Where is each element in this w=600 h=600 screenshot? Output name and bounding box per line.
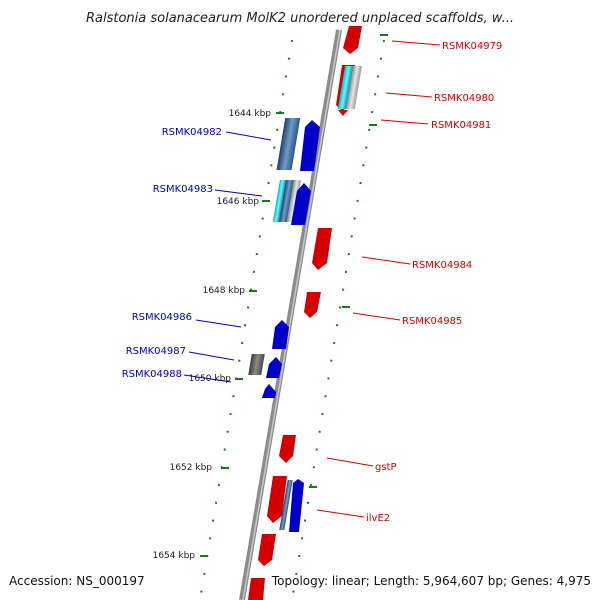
gene-label-RSMK04984[interactable]: RSMK04984 xyxy=(412,260,472,271)
gene-arrow-RSMK04985[interactable] xyxy=(304,292,321,318)
gene-label-ilvE2[interactable]: ilvE2 xyxy=(366,513,390,524)
gene-arrow-RSMK04987[interactable] xyxy=(266,357,282,378)
gene-label-RSMK04988[interactable]: RSMK04988 xyxy=(122,369,182,380)
feature-block-grey xyxy=(345,66,362,109)
feature-block-grey-2 xyxy=(286,180,301,222)
reverse-strand-genes xyxy=(248,26,362,600)
chromosome-axis xyxy=(239,29,342,600)
gene-label-RSMK04983[interactable]: RSMK04983 xyxy=(153,184,213,195)
gene-label-gstP[interactable]: gstP xyxy=(375,462,397,473)
gene-label-RSMK04986[interactable]: RSMK04986 xyxy=(132,312,192,323)
gene-arrow-RSMK04983[interactable] xyxy=(291,183,311,225)
map-title: Ralstonia solanacearum MolK2 unordered u… xyxy=(86,11,514,26)
gene-arrow-gstP[interactable] xyxy=(279,435,296,463)
kbp-label-1644: 1644 kbp xyxy=(229,109,272,119)
gene-arrow-RSMK04982[interactable] xyxy=(300,120,320,171)
gene-arrow-RSMK04979[interactable] xyxy=(343,26,362,54)
gene-arrow-RSMK04984[interactable] xyxy=(312,228,332,270)
feature-block-steel-3 xyxy=(279,480,293,530)
forward-gene-labels: RSMK04982 RSMK04983 RSMK04986 RSMK04987 … xyxy=(122,127,222,380)
kbp-label-1646: 1646 kbp xyxy=(217,197,260,207)
accession-text: Accession: NS_000197 xyxy=(9,574,145,588)
gene-label-RSMK04987[interactable]: RSMK04987 xyxy=(126,346,186,357)
topology-text: Topology: linear; Length: 5,964,607 bp; … xyxy=(271,574,591,588)
kbp-label-1648: 1648 kbp xyxy=(203,286,246,296)
feature-block-steel-1 xyxy=(276,118,301,170)
gene-label-RSMK04982[interactable]: RSMK04982 xyxy=(162,127,222,138)
label-connectors xyxy=(183,40,441,518)
feature-block-dark xyxy=(248,354,265,375)
gene-label-RSMK04985[interactable]: RSMK04985 xyxy=(402,316,462,327)
kbp-scale: 1644 kbp 1646 kbp 1648 kbp 1650 kbp 1652… xyxy=(153,109,272,561)
forward-strand-genes xyxy=(248,118,320,532)
gene-arrow-RSMK04988[interactable] xyxy=(262,384,276,398)
feature-block-cyan-2 xyxy=(272,180,286,222)
gene-arrow-RSMK04981[interactable] xyxy=(338,110,348,116)
gene-arrow-unlabeled-2[interactable] xyxy=(248,578,265,600)
kbp-label-1650: 1650 kbp xyxy=(189,374,232,384)
major-ticks xyxy=(200,34,388,557)
gene-label-RSMK04981[interactable]: RSMK04981 xyxy=(431,120,491,131)
gene-arrow-unlabeled-blue[interactable] xyxy=(289,479,304,532)
gene-arrow-unlabeled-1[interactable] xyxy=(258,534,276,566)
gene-label-RSMK04980[interactable]: RSMK04980 xyxy=(434,93,494,104)
feature-block-cyan xyxy=(337,66,353,109)
reverse-gene-labels: RSMK04979 RSMK04980 RSMK04981 RSMK04984 … xyxy=(366,41,502,524)
feature-block-steel-2 xyxy=(278,180,294,222)
kbp-label-1654: 1654 kbp xyxy=(153,551,196,561)
gene-arrow-RSMK04986[interactable] xyxy=(272,320,289,349)
kbp-label-1652: 1652 kbp xyxy=(170,463,213,473)
gene-label-RSMK04979[interactable]: RSMK04979 xyxy=(442,41,502,52)
gene-arrow-ilvE2[interactable] xyxy=(267,476,287,523)
